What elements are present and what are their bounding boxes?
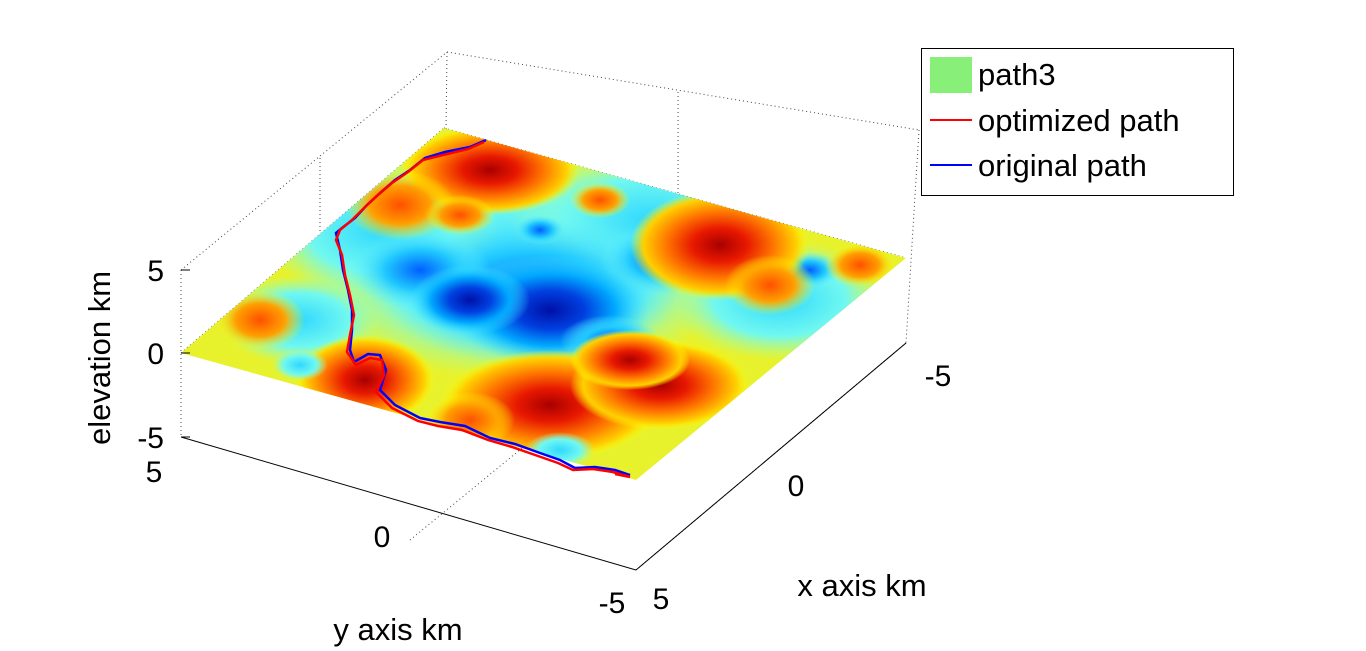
terrain-surface [181,128,906,480]
y-tick-label: 5 [146,456,163,489]
legend-item-optimized-path: optimized path [928,101,1180,141]
z-axis: 5 0 -5 [137,255,190,455]
z-tick-label: -5 [137,422,164,455]
x-axis-label: x axis km [797,568,926,603]
y-axis: 5 0 -5 [146,456,626,620]
x-tick-label: -5 [925,360,952,393]
z-tick-label: 5 [147,255,164,288]
legend-label: optimized path [978,103,1180,138]
x-axis-line [635,342,907,571]
z-tick-label: 0 [147,338,164,371]
y-tick-label: 0 [374,521,391,554]
y-axis-label: y axis km [333,612,462,647]
legend-label: original path [978,148,1147,183]
legend-line-key [928,101,972,141]
optimized-path-line [334,140,631,479]
legend-item-original-path: original path [928,146,1147,186]
legend: path3 optimized path original path [921,48,1234,196]
legend-swatch [928,55,972,95]
x-tick-label: 0 [788,470,805,503]
legend-line-key [928,146,972,186]
y-tick-label: -5 [599,587,626,620]
y-axis-line [180,436,637,571]
legend-item-path3: path3 [928,55,1056,95]
legend-label: path3 [978,57,1056,92]
x-tick-label: 5 [653,583,670,616]
z-axis-label: elevation km [82,271,117,445]
x-axis: 5 0 -5 [653,360,952,616]
